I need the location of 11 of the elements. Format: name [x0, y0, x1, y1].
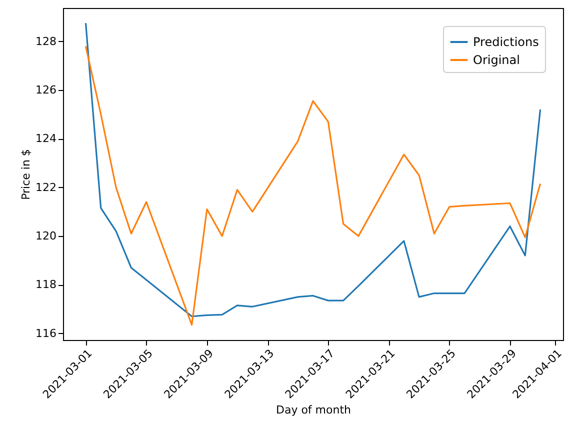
- y-tick-label: 126: [36, 84, 56, 97]
- y-tick-label: 124: [36, 132, 56, 146]
- y-tick-label: 128: [36, 34, 56, 48]
- x-axis-title: Day of month: [276, 403, 352, 416]
- y-tick-label: 120: [36, 230, 56, 243]
- y-tick-label: 122: [36, 180, 56, 194]
- y-tick-label: 116: [36, 326, 56, 340]
- legend-label: Predictions: [473, 35, 539, 49]
- y-axis-title: Price in $: [20, 149, 33, 200]
- legend-label: Original: [473, 53, 520, 67]
- y-tick-label: 118: [36, 278, 56, 292]
